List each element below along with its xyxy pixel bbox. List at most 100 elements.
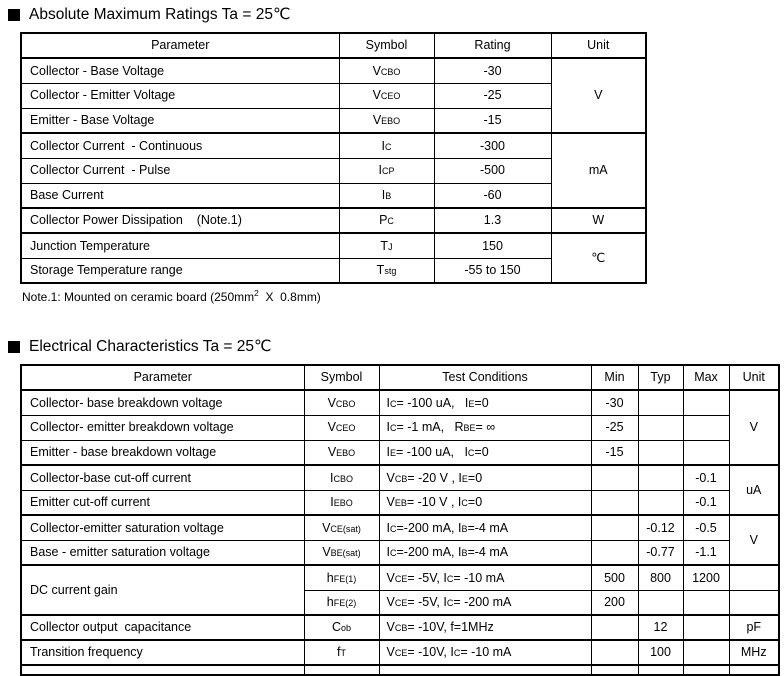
symbol-cell: VCEO — [338, 82, 435, 109]
parameter-cell: Collector-emitter saturation voltage — [20, 514, 305, 541]
column-header-typ: Typ — [637, 364, 684, 391]
unit-cell — [728, 564, 780, 591]
parameter-cell: Collector-base cut-off current — [20, 464, 305, 491]
max-cell — [682, 639, 730, 666]
cut-off-cell — [637, 664, 684, 676]
typ-cell — [637, 439, 684, 466]
symbol-cell: fT — [303, 639, 380, 666]
parameter-cell: Emitter - Base Voltage — [20, 107, 340, 134]
parameter-cell: Base Current — [20, 182, 340, 209]
unit-cell: MHz — [728, 639, 780, 666]
max-cell: -0.1 — [682, 464, 730, 491]
min-cell — [590, 539, 639, 566]
typ-cell — [637, 489, 684, 516]
unit-cell — [728, 589, 780, 616]
max-cell — [682, 614, 730, 641]
parameter-cell: Base - emitter saturation voltage — [20, 539, 305, 566]
parameter-cell: Collector- base breakdown voltage — [20, 389, 305, 416]
column-header-symbol: Symbol — [338, 32, 435, 59]
symbol-cell: PC — [338, 207, 435, 234]
table-row: Base - emitter saturation voltage VBE(sat… — [20, 539, 779, 566]
parameter-cell: Collector output capacitance — [20, 614, 305, 641]
test-conditions-cell: VCB= -10V, f=1MHz — [378, 614, 592, 641]
min-cell: -30 — [590, 389, 639, 416]
symbol-cell: ICP — [338, 157, 435, 184]
typ-cell: 12 — [637, 614, 684, 641]
cut-off-cell — [378, 664, 592, 676]
typ-cell — [637, 414, 684, 441]
unit-cell: W — [550, 207, 647, 234]
typ-cell: 800 — [637, 564, 684, 591]
header-row: Parameter Symbol Test Conditions Min Typ Max U… — [20, 364, 780, 391]
test-conditions-cell: IC= -1 mA, RBE= ∞ — [378, 414, 592, 441]
test-conditions-cell: VEB= -10 V , IC=0 — [378, 489, 592, 516]
section-title-text: Electrical Characteristics Ta = 25℃ — [29, 338, 272, 355]
symbol-cell: VCBO — [338, 57, 435, 84]
max-cell — [682, 389, 730, 416]
parameter-cell: Collector- emitter breakdown voltage — [20, 414, 305, 441]
table-row: Collector-base cut-off current ICBO VCB= -… — [20, 464, 780, 516]
rating-cell: -500 — [433, 157, 552, 184]
header-row: Parameter Symbol Rating Unit — [20, 32, 647, 59]
table-row: Collector Current - Continuous IC -300 mA — [20, 132, 647, 209]
rating-cell: -15 — [433, 107, 552, 134]
cut-off-cell — [303, 664, 380, 676]
test-conditions-cell: IC= -100 uA, IE=0 — [378, 389, 592, 416]
min-cell — [590, 614, 639, 641]
symbol-cell: VCBO — [303, 389, 380, 416]
typ-cell: -0.77 — [637, 539, 684, 566]
parameter-cell: Emitter cut-off current — [20, 489, 305, 516]
table-row: Storage Temperature range Tstg -55 to 150 — [20, 257, 646, 284]
test-conditions-cell: IC=-200 mA, IB=-4 mA — [378, 514, 592, 541]
typ-cell: -0.12 — [637, 514, 684, 541]
test-conditions-cell: VCE= -5V, IC= -10 mA — [378, 564, 592, 591]
min-cell — [590, 639, 639, 666]
table-row: Collector Current - Pulse ICP -500 — [20, 157, 646, 184]
max-cell: -1.1 — [682, 539, 730, 566]
table-row: Collector output capacitance Cob VCB= -10V… — [20, 614, 780, 641]
min-cell — [590, 489, 639, 516]
test-conditions-cell: IE= -100 uA, IC=0 — [378, 439, 592, 466]
column-header-symbol: Symbol — [303, 364, 380, 391]
min-cell — [590, 464, 639, 491]
min-cell: 200 — [590, 589, 639, 616]
unit-cell: V — [728, 514, 780, 566]
parameter-cell: Transition frequency — [20, 639, 305, 666]
parameter-cell: Collector - Emitter Voltage — [20, 82, 340, 109]
max-cell — [682, 439, 730, 466]
section-title-absolute-maximum-ratings: Absolute Maximum Ratings Ta = 25℃ — [8, 6, 784, 24]
parameter-cell: Junction Temperature — [20, 232, 340, 259]
symbol-cell: hFE(2) — [303, 589, 380, 616]
column-header-rating: Rating — [433, 32, 552, 59]
parameter-cell: Collector Current - Continuous — [20, 132, 340, 159]
note-text: Note.1: Mounted on ceramic board (250mm2… — [22, 288, 321, 304]
min-cell: -15 — [590, 439, 639, 466]
cut-off-row — [20, 664, 780, 676]
max-cell — [682, 589, 730, 616]
max-cell — [682, 414, 730, 441]
symbol-cell: ICBO — [303, 464, 380, 491]
cut-off-cell — [682, 664, 730, 676]
parameter-cell: Collector - Base Voltage — [20, 57, 340, 84]
section-title-electrical-characteristics: Electrical Characteristics Ta = 25℃ — [8, 338, 784, 356]
column-header-unit: Unit — [728, 364, 780, 391]
section-bullet-square-icon — [8, 9, 20, 21]
symbol-cell: Cob — [303, 614, 380, 641]
table-row: hFE(2) VCE= -5V, IC= -200 mA 200 — [21, 589, 780, 616]
column-header-unit: Unit — [550, 32, 647, 59]
typ-cell: 100 — [637, 639, 684, 666]
table-row: Collector Power Dissipation (Note.1) PC 1.… — [20, 207, 647, 234]
symbol-cell: TJ — [338, 232, 435, 259]
typ-cell — [637, 589, 684, 616]
absolute-maximum-ratings-table: Parameter Symbol Rating Unit Collector - Bas… — [20, 32, 647, 284]
test-conditions-cell: IC=-200 mA, IB=-4 mA — [378, 539, 592, 566]
rating-cell: -300 — [433, 132, 552, 159]
column-header-min: Min — [590, 364, 639, 391]
parameter-cell: Emitter - base breakdown voltage — [20, 439, 305, 466]
parameter-cell: Storage Temperature range — [20, 257, 340, 284]
rating-cell: 1.3 — [433, 207, 552, 234]
cut-off-cell — [728, 664, 780, 676]
table-row: Collector - Base Voltage VCBO -30 V — [20, 57, 647, 134]
column-header-parameter: Parameter — [20, 364, 305, 391]
table-row: Emitter - Base Voltage VEBO -15 — [20, 107, 646, 134]
